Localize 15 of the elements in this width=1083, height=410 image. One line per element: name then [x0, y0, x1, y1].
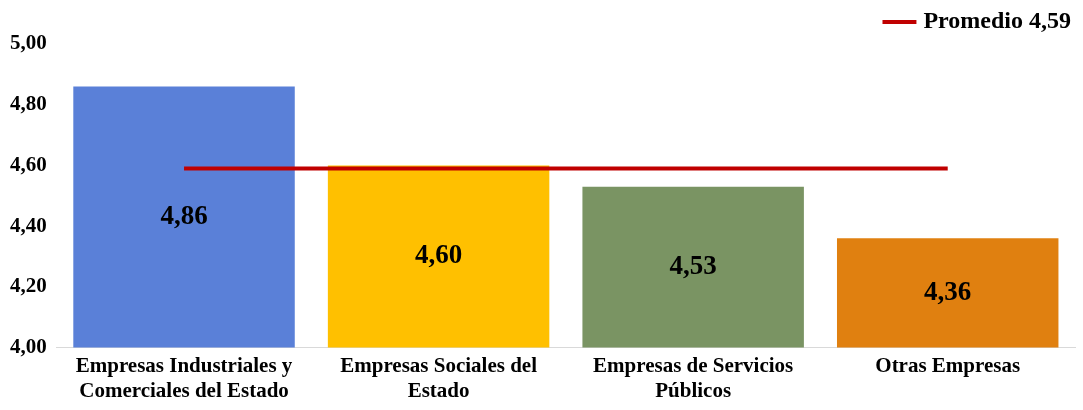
legend-label: Promedio 4,59 [923, 7, 1072, 34]
data-label: 4,36 [924, 275, 972, 306]
x-tick-label: Empresas de Servicios Públicos [593, 352, 794, 402]
y-tick-label: 4,00 [10, 334, 47, 359]
x-tick-label: Empresas Industriales y Comerciales del Estado [75, 352, 293, 402]
y-tick-label: 4,20 [10, 273, 47, 298]
data-label: 4,53 [669, 250, 717, 281]
y-tick-label: 5,00 [10, 30, 47, 55]
data-label: 4,60 [414, 239, 463, 270]
data-label: 4,86 [160, 200, 208, 231]
x-tick-label: Otras Empresas [875, 352, 1021, 377]
y-tick-label: 4,40 [10, 212, 47, 237]
x-tick-label: Empresas Sociales del Estado [340, 352, 538, 402]
y-tick-label: 4,80 [10, 91, 47, 116]
y-tick-label: 4,60 [10, 151, 47, 176]
